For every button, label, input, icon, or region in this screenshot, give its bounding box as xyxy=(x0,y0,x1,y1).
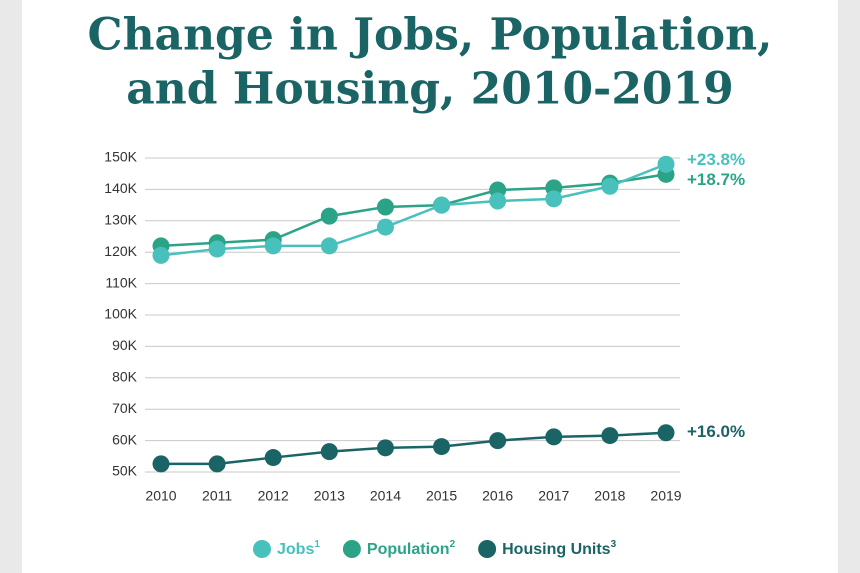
legend-marker xyxy=(253,540,271,558)
data-point xyxy=(545,428,563,446)
y-tick-label: 60K xyxy=(112,431,138,447)
y-tick-label: 80K xyxy=(112,369,138,385)
x-tick-label: 2016 xyxy=(482,488,513,504)
data-point xyxy=(657,155,675,173)
series-line xyxy=(161,431,667,466)
data-point xyxy=(320,237,338,255)
legend-footnote: 1 xyxy=(314,539,320,550)
data-point xyxy=(376,218,394,236)
card xyxy=(22,0,838,573)
data-point xyxy=(208,455,226,473)
legend-name: Housing Units xyxy=(502,541,611,558)
data-point xyxy=(657,424,675,442)
data-point xyxy=(545,190,563,208)
data-point xyxy=(489,432,507,450)
data-point xyxy=(376,439,394,457)
x-tick-label: 2019 xyxy=(650,488,681,504)
y-tick-label: 110K xyxy=(105,274,137,290)
y-tick-label: 70K xyxy=(112,400,138,416)
y-tick-label: 100K xyxy=(104,306,137,322)
x-tick-label: 2017 xyxy=(538,488,569,504)
legend-marker xyxy=(342,540,361,558)
legend-label: Population2 xyxy=(367,539,456,559)
x-tick-label: 2015 xyxy=(426,488,457,504)
legend-marker xyxy=(478,540,497,558)
x-tick-label: 2010 xyxy=(145,488,176,504)
legend-name: Population xyxy=(367,541,450,558)
data-point xyxy=(433,196,451,214)
data-point xyxy=(152,246,170,264)
data-point xyxy=(601,177,619,195)
legend-label: Housing Units3 xyxy=(502,539,616,559)
data-point xyxy=(208,240,226,258)
legend-footnote: 3 xyxy=(611,539,617,550)
data-point xyxy=(152,455,170,473)
chart-title: and Housing, 2010-2019 xyxy=(126,64,734,115)
data-point xyxy=(320,207,338,225)
y-tick-label: 140K xyxy=(104,180,137,196)
chart-title: Change in Jobs, Population, xyxy=(88,10,773,61)
series-line xyxy=(160,173,667,248)
data-point xyxy=(433,438,451,456)
data-point xyxy=(376,198,394,216)
end-label: +18.7% xyxy=(687,170,745,189)
data-point xyxy=(264,237,282,255)
y-tick-label: 90K xyxy=(112,337,138,353)
end-label: +23.8% xyxy=(687,150,745,169)
legend-footnote: 2 xyxy=(450,539,456,550)
x-tick-label: 2013 xyxy=(314,488,345,504)
x-tick-label: 2018 xyxy=(594,488,625,504)
data-point xyxy=(601,427,619,445)
data-point xyxy=(489,192,507,210)
end-label: +16.0% xyxy=(687,422,745,441)
legend-label: Jobs1 xyxy=(277,539,320,559)
data-point xyxy=(264,449,282,467)
series-line xyxy=(160,163,667,257)
y-tick-label: 150K xyxy=(104,149,137,165)
x-tick-label: 2014 xyxy=(370,488,401,504)
y-tick-label: 50K xyxy=(112,463,138,479)
x-tick-label: 2011 xyxy=(202,488,232,504)
y-tick-label: 120K xyxy=(104,243,137,259)
x-tick-label: 2012 xyxy=(258,488,289,504)
y-tick-label: 130K xyxy=(104,212,137,228)
legend-name: Jobs xyxy=(277,541,314,558)
data-point xyxy=(320,443,338,461)
